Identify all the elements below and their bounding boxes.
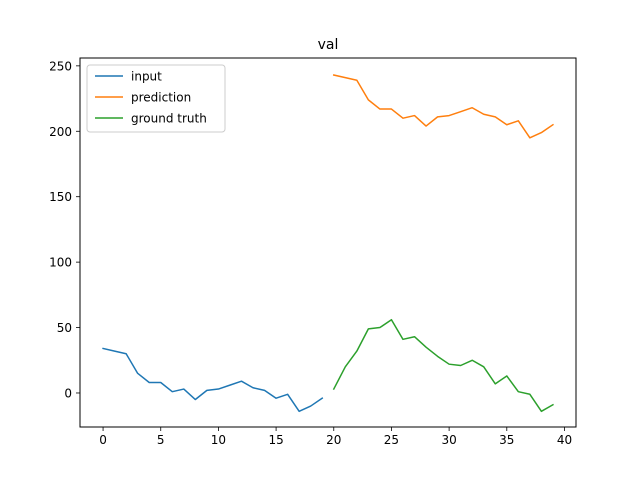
legend-label-1: prediction — [131, 91, 191, 105]
series-line-1 — [332, 74, 554, 139]
x-tick-label-2: 10 — [211, 433, 226, 447]
y-tick-label-4: 200 — [49, 125, 72, 139]
x-tick-label-8: 40 — [557, 433, 572, 447]
y-tick-label-1: 50 — [57, 321, 72, 335]
x-tick-label-6: 30 — [441, 433, 456, 447]
x-tick-label-3: 15 — [268, 433, 283, 447]
y-axis: 0 50 100 150 200 250 — [49, 59, 80, 400]
legend-box — [86, 64, 226, 133]
series-line-2 — [332, 318, 554, 413]
axes-frame — [79, 57, 577, 428]
series-line-0 — [102, 347, 324, 413]
chart-title: val — [318, 37, 339, 53]
legend-label-2: ground truth — [131, 112, 207, 126]
legend: input prediction ground truth — [86, 64, 226, 133]
x-tick-label-1: 5 — [157, 433, 165, 447]
x-tick-label-5: 25 — [384, 433, 399, 447]
x-tick-label-0: 0 — [99, 433, 107, 447]
y-tick-label-0: 0 — [64, 386, 72, 400]
plot-area — [102, 74, 554, 413]
legend-label-0: input — [131, 70, 162, 84]
y-tick-label-5: 250 — [49, 59, 72, 73]
x-tick-label-7: 35 — [499, 433, 514, 447]
y-tick-label-3: 150 — [49, 190, 72, 204]
y-tick-label-2: 100 — [49, 256, 72, 270]
x-tick-label-4: 20 — [326, 433, 341, 447]
x-axis: 0 5 10 15 20 25 30 35 40 — [99, 427, 572, 447]
